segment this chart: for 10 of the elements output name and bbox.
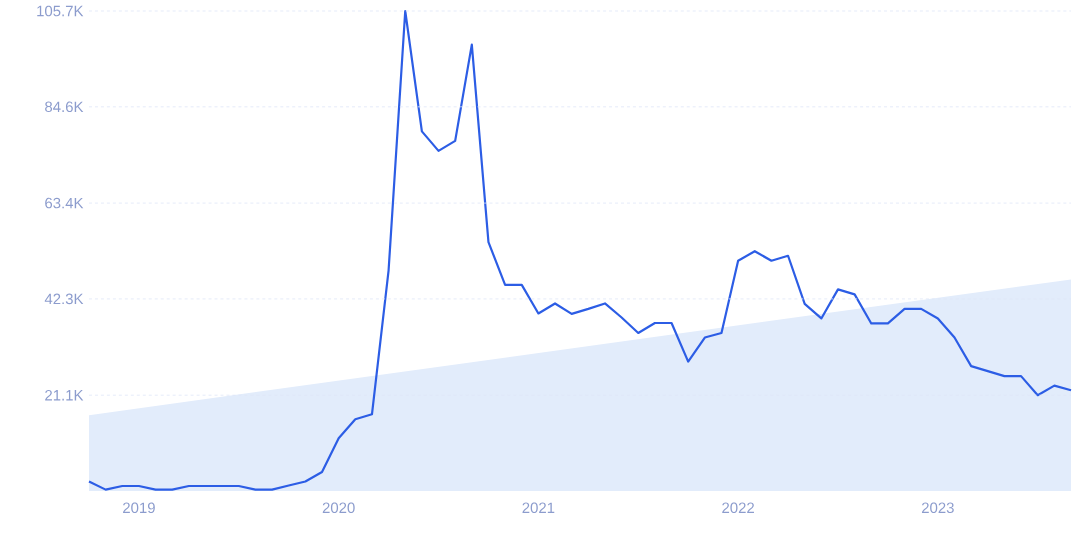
y-tick-label: 21.1K [45,389,84,401]
x-tick-label: 2023 [921,502,954,514]
y-tick-label: 84.6K [45,101,84,113]
y-tick-label: 42.3K [44,293,84,305]
x-tick-label: 2021 [522,502,555,514]
y-tick-label: 63.4K [45,197,84,209]
y-tick-label: 105.7K [37,5,84,17]
x-tick-label: 2022 [722,502,754,514]
x-tick-label: 2020 [322,502,355,514]
x-tick-label: 2019 [123,502,155,514]
